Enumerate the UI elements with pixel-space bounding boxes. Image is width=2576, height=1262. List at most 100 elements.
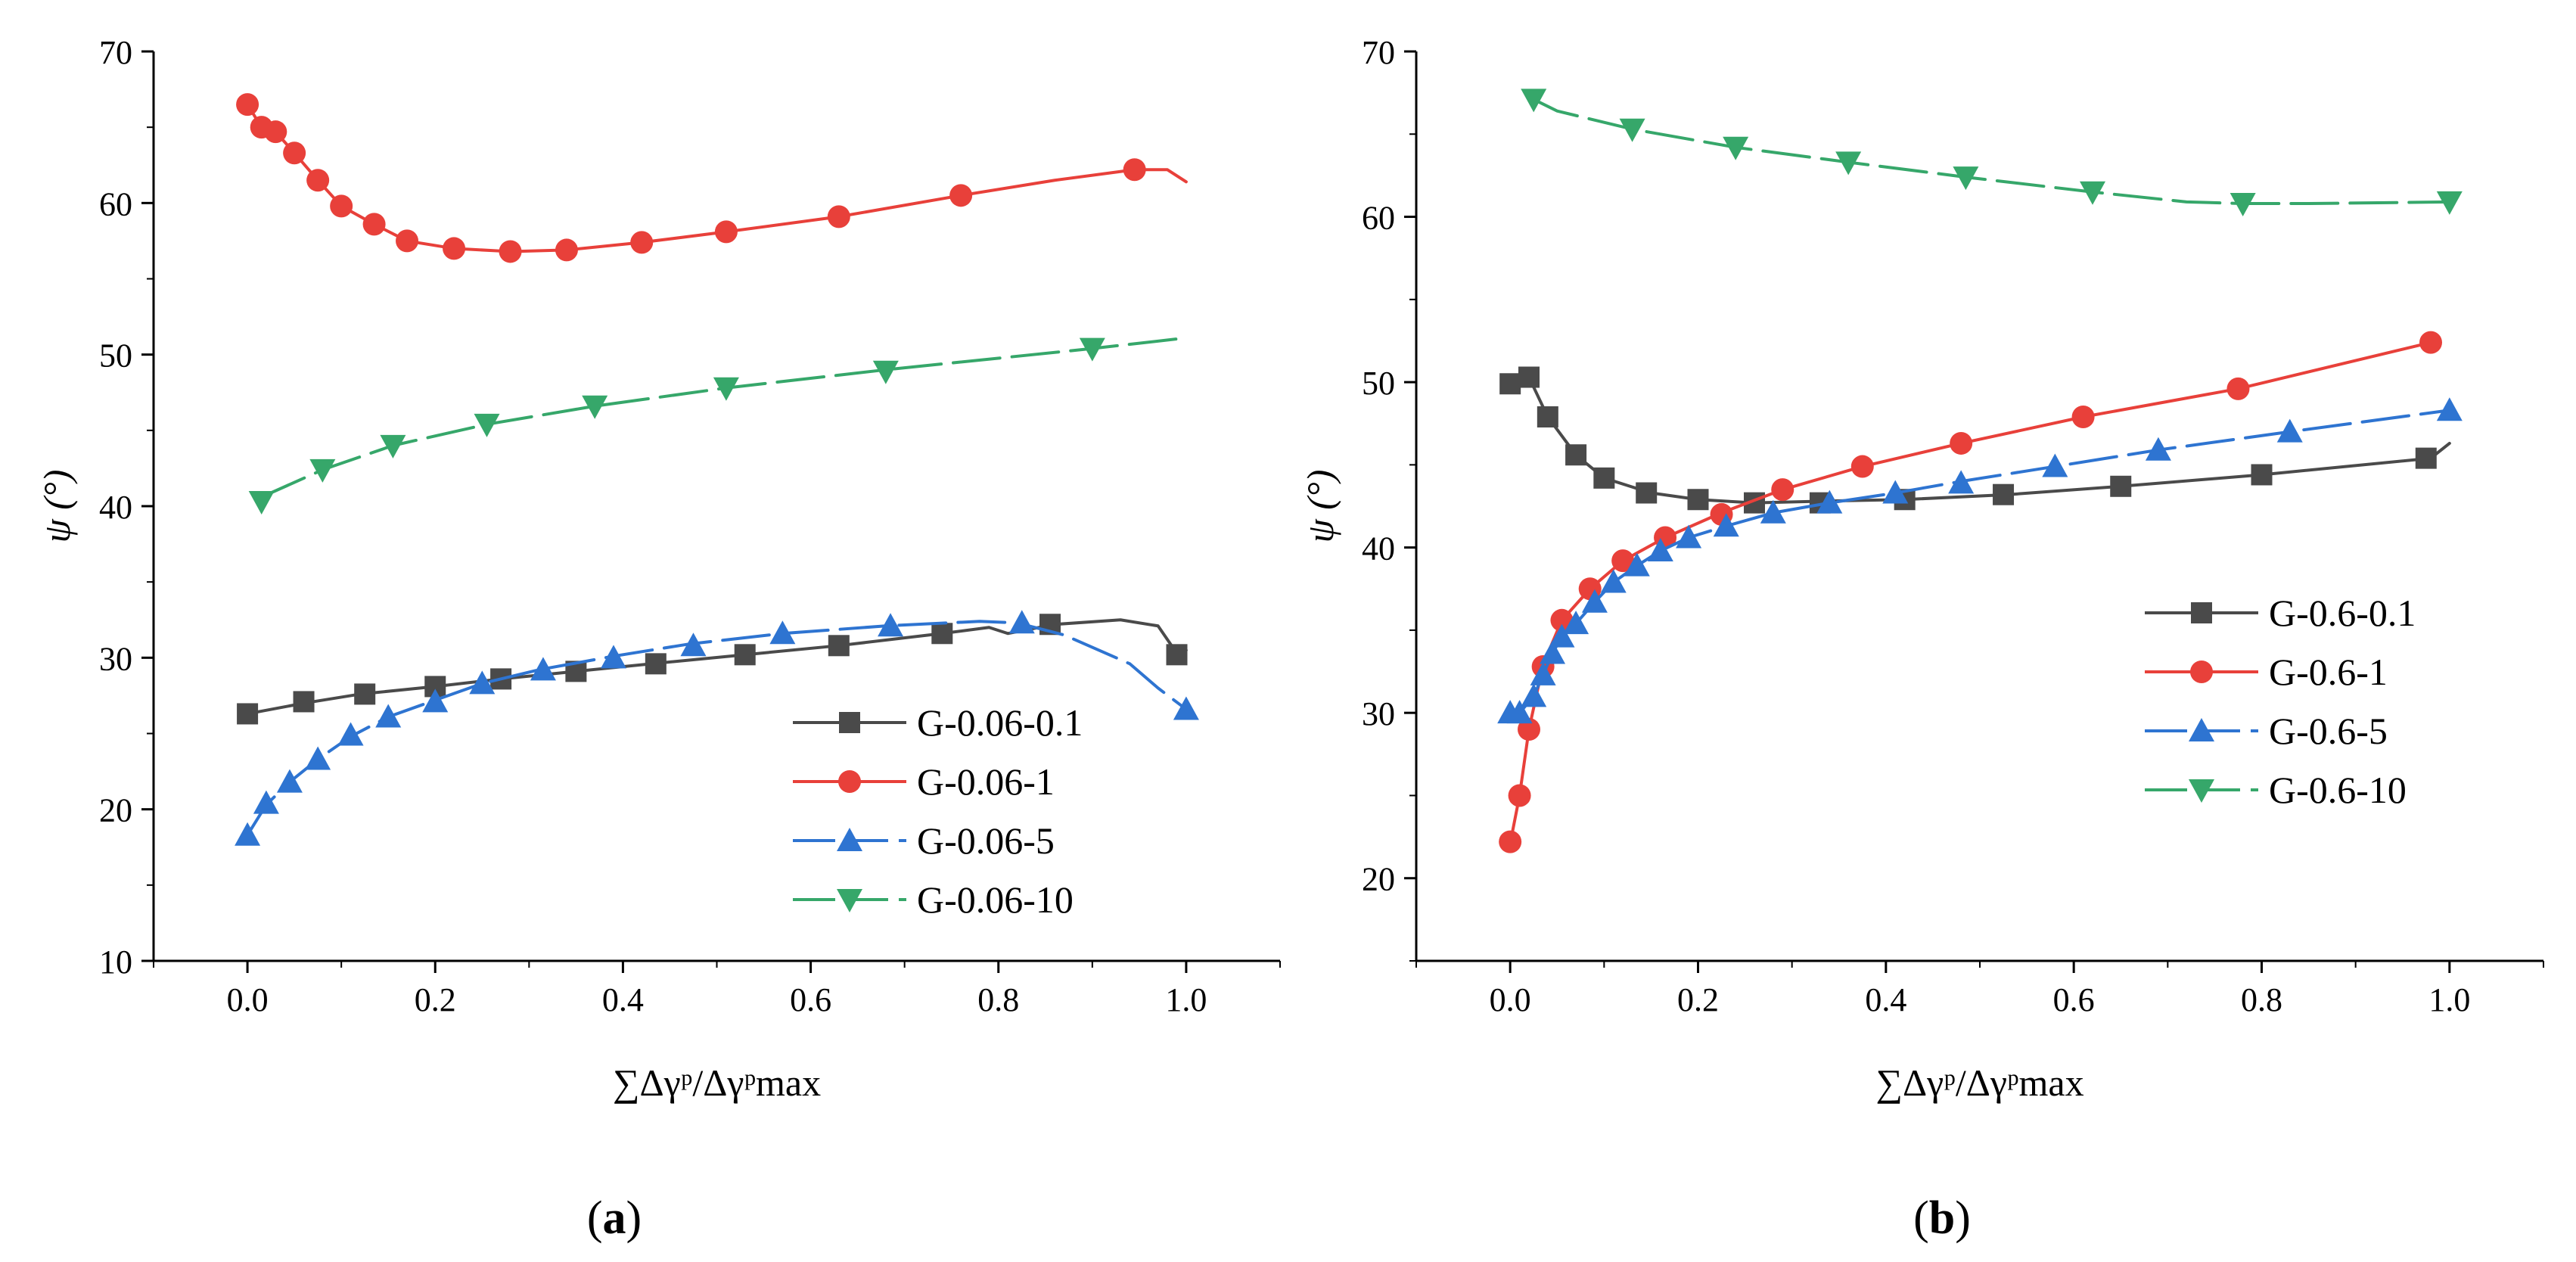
data-point	[1521, 683, 1547, 707]
legend-label: G-0.6-5	[2269, 710, 2388, 752]
panel-b: 0.0 0.2 0.4 0.6 0.8 1.0 20 30 40 50 60 70 ψ (°) ∑Δγᵖ/…	[1299, 34, 2544, 1244]
data-point	[253, 790, 279, 814]
legend-item: G-0.6-10	[2145, 769, 2407, 811]
data-point	[872, 360, 899, 384]
legend-item: G-0.6-0.1	[2145, 592, 2416, 634]
data-point	[1518, 718, 1540, 741]
data-point	[1540, 640, 1566, 664]
legend-item: G-0.06-5	[793, 819, 1055, 862]
data-point	[714, 220, 738, 244]
y-tick-label: 60	[1362, 200, 1395, 237]
data-point	[555, 238, 578, 262]
legend-item: G-0.6-1	[2145, 651, 2388, 693]
x-axis-label: ∑Δγᵖ/Δγᵖmax	[613, 1062, 821, 1104]
data-point	[1950, 431, 1973, 455]
y-tick-label: 30	[1362, 695, 1395, 732]
legend-item: G-0.6-5	[2145, 710, 2388, 752]
data-point	[1499, 373, 1521, 395]
legend-marker	[2189, 779, 2214, 803]
y-tick-label: 20	[99, 792, 132, 829]
y-tick-label: 40	[99, 489, 132, 526]
data-point	[601, 645, 627, 669]
data-point	[293, 691, 315, 713]
data-point	[1530, 661, 1556, 685]
data-point	[380, 434, 406, 458]
data-point	[769, 620, 796, 645]
y-tick-label: 20	[1362, 861, 1395, 898]
y-tick-label: 70	[1362, 34, 1395, 71]
legend-item: G-0.06-10	[793, 878, 1074, 921]
series-line	[259, 336, 1188, 499]
data-point	[2251, 464, 2273, 486]
data-point	[1676, 524, 1702, 549]
data-point	[2436, 397, 2463, 421]
legend-marker	[838, 770, 861, 793]
x-tick-label: 1.0	[2428, 981, 2470, 1018]
data-point	[396, 229, 419, 253]
data-point	[630, 231, 654, 254]
data-point	[235, 822, 261, 846]
data-point	[2419, 331, 2442, 354]
data-point	[1563, 611, 1589, 635]
legend-label: G-0.6-1	[2269, 651, 2388, 693]
data-point	[582, 395, 608, 419]
data-point	[337, 722, 364, 746]
y-axis-label: ψ (°)	[1299, 470, 1341, 543]
data-point	[1565, 444, 1587, 466]
panel-label: (a)	[587, 1192, 642, 1244]
legend-marker	[839, 712, 860, 733]
data-point	[713, 377, 739, 401]
data-point	[1687, 489, 1709, 511]
data-point	[237, 703, 259, 725]
series-G-0.6-1	[1499, 331, 2442, 853]
data-point	[828, 635, 850, 657]
series-G-0.06-0.1	[237, 614, 1188, 725]
y-tick-label: 70	[99, 34, 132, 71]
y-axis-label: ψ (°)	[36, 470, 78, 543]
series-G-0.6-5	[1497, 397, 2463, 724]
x-tick-label: 0.0	[227, 981, 269, 1018]
data-point	[878, 613, 904, 637]
data-point	[827, 205, 850, 228]
x-tick-label: 0.6	[790, 981, 831, 1018]
data-point	[1518, 366, 1540, 388]
x-tick-label: 0.4	[602, 981, 644, 1018]
data-point	[2226, 377, 2250, 400]
data-point	[306, 169, 330, 192]
series-G-0.6-0.1	[1499, 366, 2451, 514]
data-point	[1948, 470, 1975, 494]
data-point	[2110, 475, 2132, 497]
data-point	[1816, 490, 1843, 514]
data-point	[1506, 700, 1533, 724]
x-axis-label: ∑Δγᵖ/Δγᵖmax	[1875, 1062, 2083, 1104]
legend-label: G-0.6-0.1	[2269, 592, 2416, 634]
data-point	[474, 413, 500, 437]
panel-letter: b	[1929, 1192, 1955, 1244]
data-point	[375, 704, 402, 728]
legend-marker	[837, 889, 862, 912]
legend-label: G-0.06-10	[917, 878, 1074, 921]
data-point	[443, 237, 466, 260]
legend: G-0.6-0.1 G-0.6-1 G-0.6-5 G-0.6-10	[2145, 592, 2416, 811]
data-point	[1173, 696, 1199, 720]
data-point	[1619, 118, 1645, 142]
data-point	[1508, 784, 1531, 807]
panel-a: 0.0 0.2 0.4 0.6 0.8 1.0 10 20 30 40 50 60 70 ψ (°) ∑Δγ…	[36, 34, 1281, 1244]
legend-item: G-0.06-1	[793, 760, 1055, 803]
y-tick-label: 50	[1362, 365, 1395, 402]
data-point	[1835, 151, 1862, 176]
x-tick-label: 0.8	[977, 981, 1019, 1018]
data-point	[1123, 158, 1146, 182]
legend-label: G-0.06-5	[917, 819, 1055, 862]
data-point	[1549, 623, 1575, 648]
data-point	[645, 653, 667, 675]
data-point	[309, 458, 336, 483]
data-point	[264, 120, 287, 144]
data-point	[236, 93, 259, 117]
data-point	[530, 657, 556, 681]
legend-item: G-0.06-0.1	[793, 701, 1083, 744]
data-point	[949, 184, 973, 207]
data-point	[2042, 453, 2068, 477]
data-point	[1537, 406, 1558, 427]
y-tick-label: 30	[99, 640, 132, 677]
